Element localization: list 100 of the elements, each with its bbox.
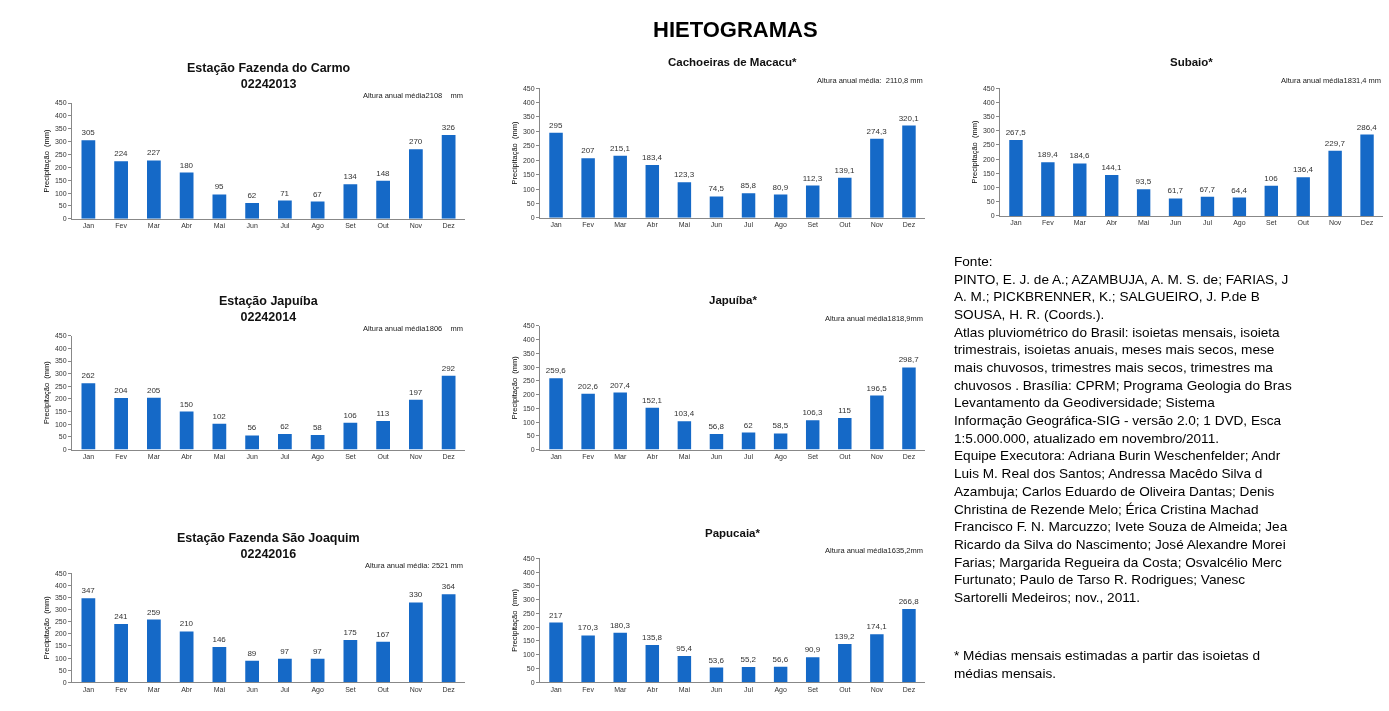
data-label: 259,6: [545, 366, 567, 376]
data-label: 56,6: [772, 654, 789, 664]
bar: [805, 657, 820, 683]
bar: [81, 383, 96, 450]
data-label: 295: [549, 120, 563, 130]
data-label: 286,4: [1356, 122, 1378, 132]
bar: [310, 201, 325, 219]
data-label: 347: [81, 586, 96, 596]
bar: [1200, 196, 1215, 216]
bar: [870, 138, 884, 218]
data-label: 175: [343, 627, 358, 637]
data-label: 183,4: [642, 153, 663, 163]
bar: [212, 423, 227, 450]
bar: [212, 646, 227, 683]
data-label: 93,5: [1135, 177, 1152, 187]
bar: [838, 643, 852, 683]
bar: [1264, 185, 1278, 216]
data-label: 56: [247, 423, 257, 433]
bar: [441, 134, 456, 219]
data-label: 305: [81, 128, 96, 138]
data-label: 152,1: [642, 395, 663, 405]
data-label: 62: [247, 190, 257, 200]
data-label: 167: [376, 629, 391, 639]
bar: [245, 660, 259, 683]
bar: [376, 180, 390, 219]
data-label: 210: [179, 619, 194, 629]
bar: [741, 667, 756, 683]
bar: [773, 194, 788, 218]
bar: [245, 435, 259, 450]
data-label: 103,4: [674, 409, 695, 419]
data-label: 80,9: [772, 182, 789, 192]
data-label: 266,8: [898, 596, 920, 606]
data-label: 58: [312, 422, 323, 432]
chart-title: Japuíba*: [709, 294, 758, 306]
bar: [773, 666, 788, 683]
bar: [709, 433, 724, 450]
bar: [114, 397, 128, 450]
data-label: 196,5: [866, 383, 888, 393]
data-label: 135,8: [642, 632, 663, 642]
bar: [581, 158, 595, 218]
chart-title: Papucaia*: [705, 527, 761, 539]
data-label: 270: [408, 137, 423, 147]
data-label: 113: [376, 408, 390, 418]
chart-title: Estação Fazenda do Carmo 02242013: [187, 61, 351, 92]
bar: [376, 641, 390, 683]
data-label: 106: [1264, 173, 1279, 183]
data-label: 330: [408, 590, 423, 600]
data-label: 90,9: [804, 645, 821, 655]
bar: [677, 182, 692, 218]
bar: [310, 434, 325, 450]
bar: [1360, 134, 1374, 216]
bar: [81, 140, 96, 219]
data-label: 298,7: [898, 355, 920, 365]
bar: [441, 375, 456, 450]
data-label: 62: [743, 420, 754, 430]
data-label: 67: [312, 189, 323, 199]
bar: [278, 658, 292, 683]
text: * Médias mensais estimadas a partir das isoietas d médias mensais.: [954, 648, 1260, 681]
data-label: 326: [441, 122, 456, 132]
data-label: 207: [581, 146, 596, 156]
bar: [1296, 177, 1310, 216]
bar: [376, 420, 390, 450]
data-label: 262: [81, 371, 96, 381]
data-label: 112,3: [802, 173, 823, 183]
bar: [709, 196, 724, 218]
bar: [409, 399, 423, 450]
data-label: 241: [114, 611, 129, 621]
bar: [613, 632, 627, 683]
bar: [1105, 174, 1119, 216]
data-label: 205: [146, 385, 161, 395]
data-label: 170,3: [577, 623, 599, 633]
data-label: 148: [376, 168, 391, 178]
bar: [838, 417, 852, 450]
data-label: 64,4: [1231, 185, 1248, 195]
bar: [645, 644, 660, 683]
data-label: 58,5: [772, 421, 789, 431]
data-label: 320,1: [898, 113, 920, 123]
chart-title: Estação Fazenda São Joaquim 02242016: [177, 531, 360, 562]
data-label: 55,2: [740, 655, 757, 665]
bar: [278, 433, 292, 450]
data-label: 106,3: [802, 408, 823, 418]
data-label: 102: [212, 411, 227, 421]
data-label: 106: [343, 410, 358, 420]
bar: [773, 433, 788, 450]
data-label: 274,3: [866, 126, 888, 136]
bar: [212, 194, 227, 219]
bar: [343, 639, 358, 683]
data-label: 144,1: [1101, 162, 1122, 172]
data-label: 53,6: [708, 655, 725, 665]
data-label: 136,4: [1292, 165, 1314, 175]
bar: [549, 378, 563, 450]
data-label: 189,4: [1037, 150, 1059, 160]
bar: [114, 161, 128, 219]
chart-title: Subaio*: [1170, 56, 1214, 68]
bar: [81, 598, 96, 683]
data-label: 95,4: [676, 644, 693, 654]
bar: [179, 411, 194, 450]
data-label: 71: [280, 188, 290, 198]
bar: [114, 623, 128, 683]
bar: [805, 420, 820, 450]
